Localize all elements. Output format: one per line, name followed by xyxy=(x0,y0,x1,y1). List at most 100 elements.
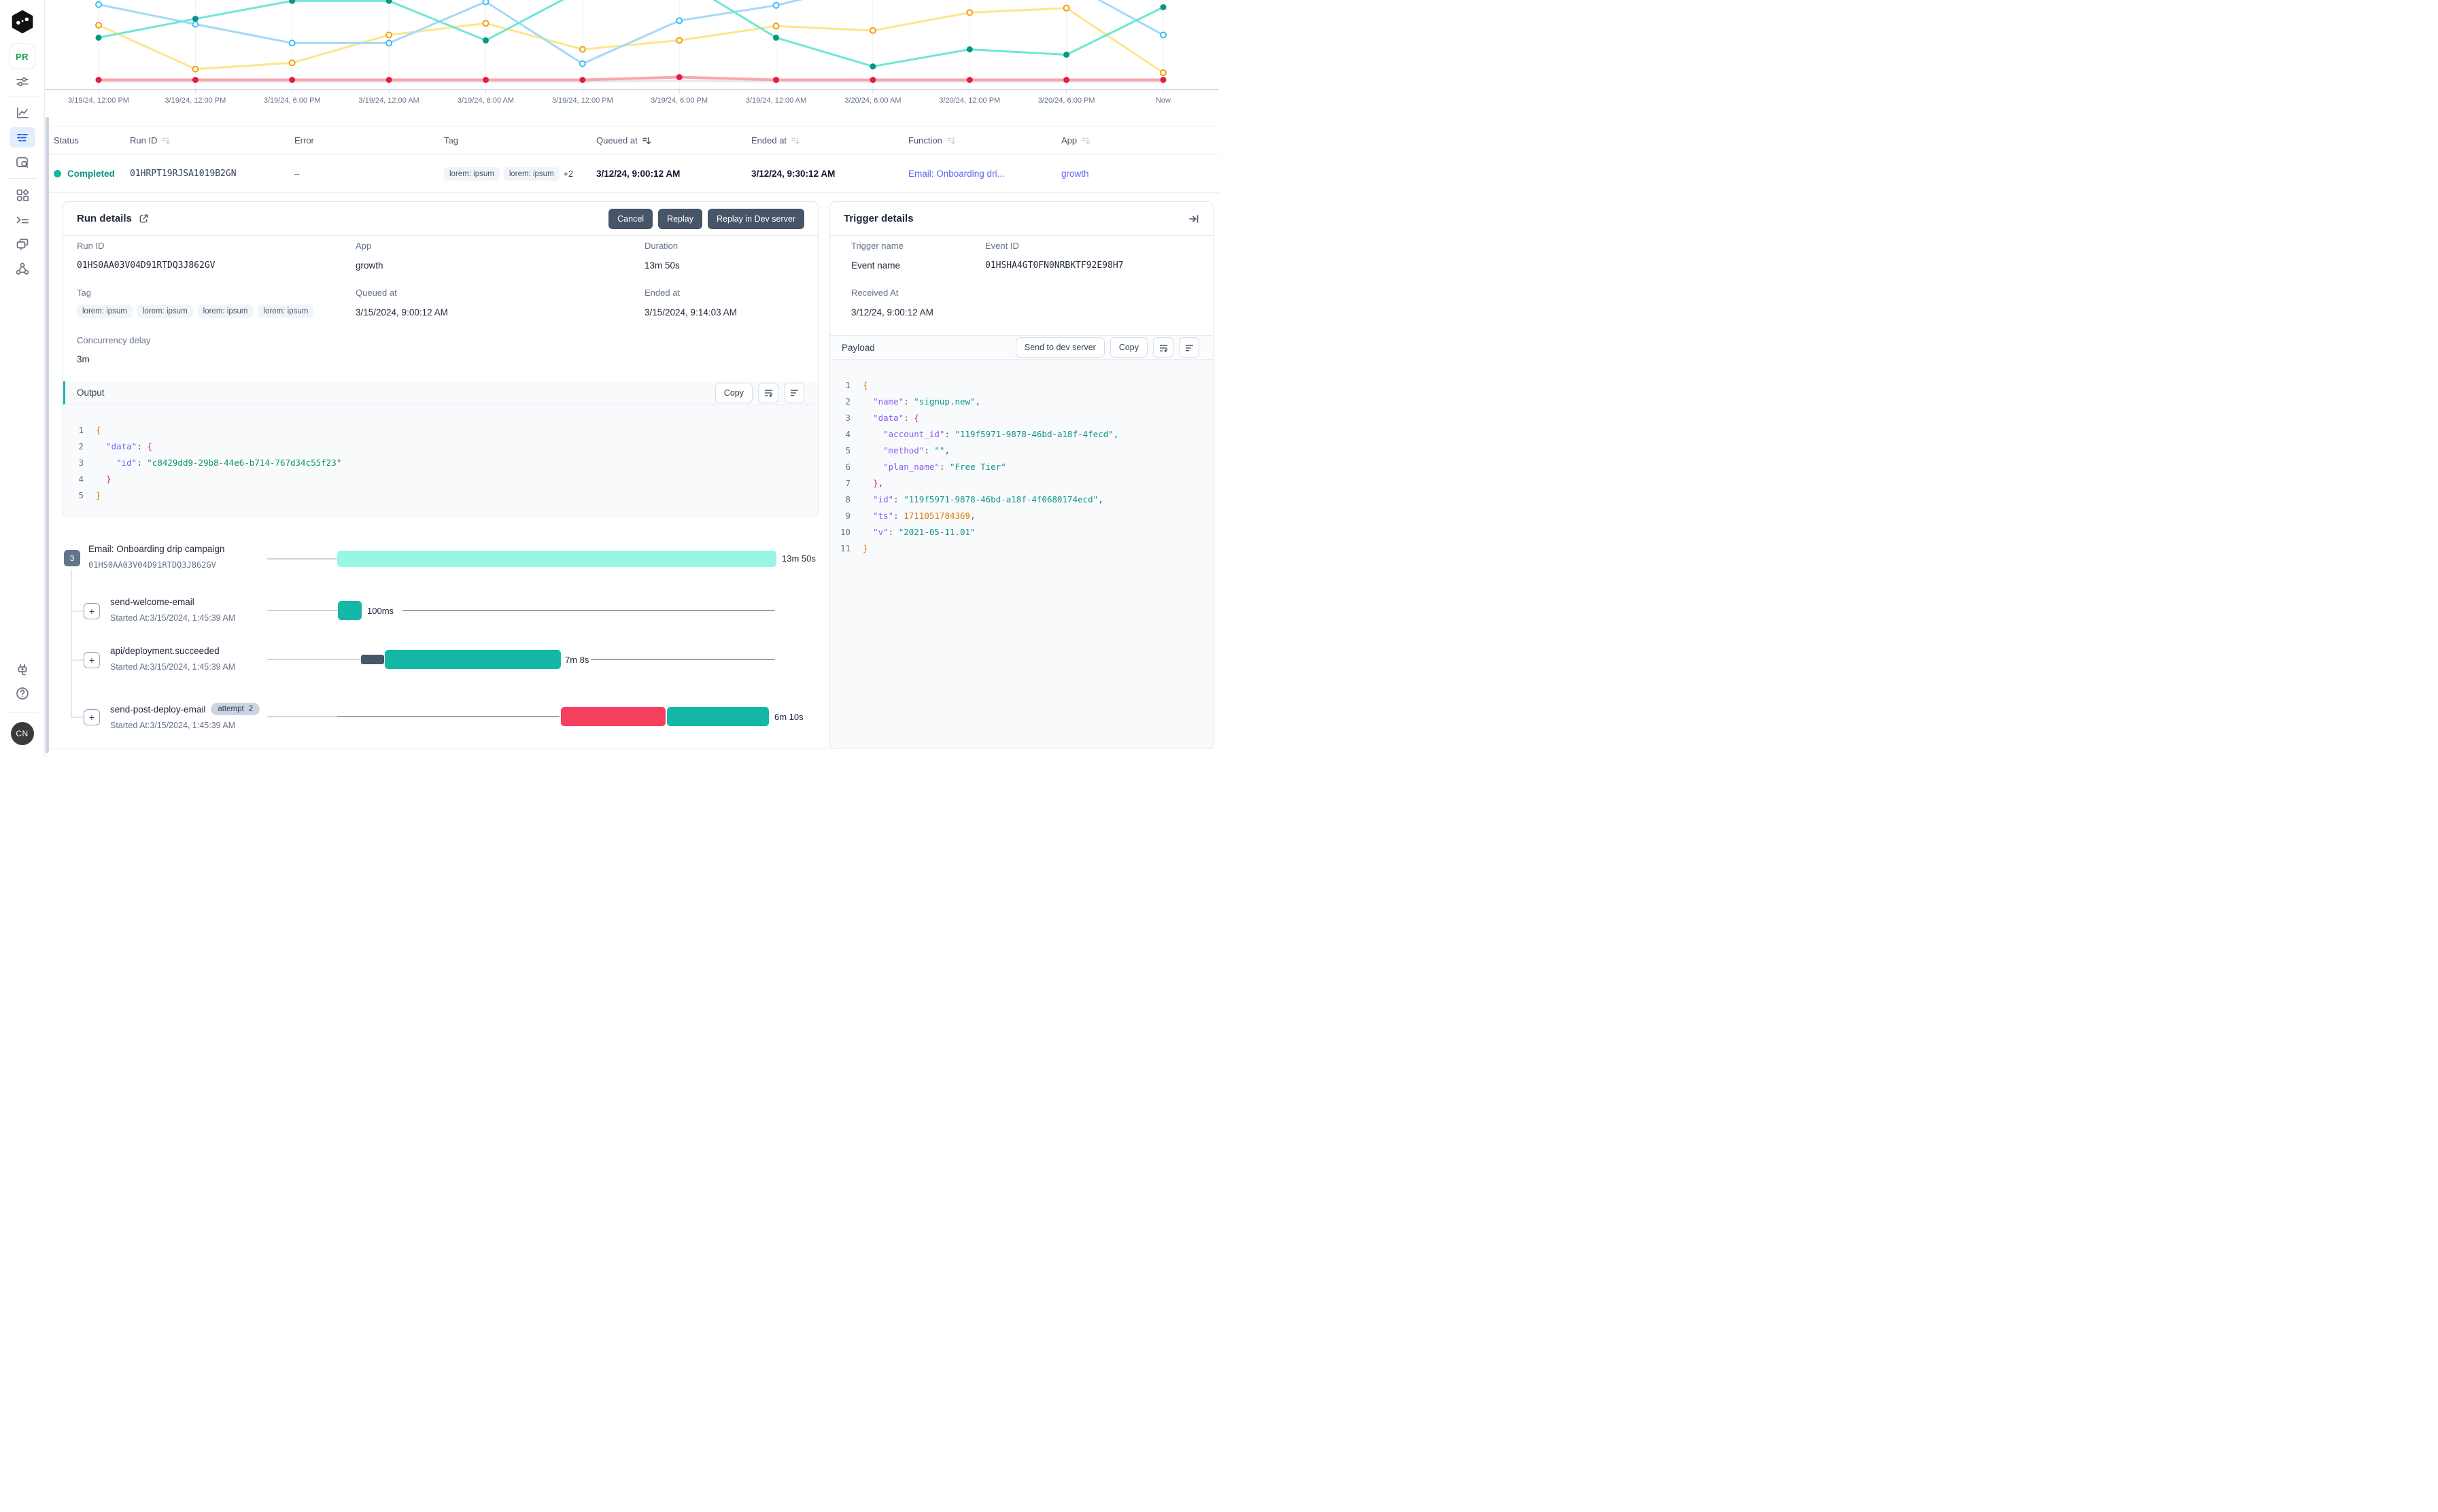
apps-grid-icon[interactable] xyxy=(15,188,30,203)
timeline-connector xyxy=(71,570,72,718)
run-details-header: Run details Cancel Replay Replay in Dev … xyxy=(63,202,818,236)
col-status[interactable]: Status xyxy=(54,135,79,145)
timeline-item-name[interactable]: Email: Onboarding drip campaign xyxy=(88,544,225,554)
payload-copy-button[interactable]: Copy xyxy=(1110,337,1148,358)
duration-label: 100ms xyxy=(367,606,394,616)
tag-pill: lorem: ipsum xyxy=(197,305,254,318)
event-id-value: 01HSHA4GT0FN0NRBKTF92E98H7 xyxy=(985,260,1124,271)
timeline-item-name[interactable]: api/deployment.succeeded xyxy=(110,646,220,656)
timeline-track xyxy=(337,716,560,717)
runs-table: Status Run ID Error Tag Queued at Ended … xyxy=(45,126,1219,193)
trigger-details-header: Trigger details xyxy=(830,202,1213,236)
sort-icon[interactable] xyxy=(1081,136,1091,145)
function-link[interactable]: Email: Onboarding dri... xyxy=(908,168,1005,179)
external-link-icon[interactable] xyxy=(139,213,149,224)
tag-pill: lorem: ipsum xyxy=(444,167,500,181)
output-copy-button[interactable]: Copy xyxy=(715,382,753,403)
replay-dev-server-button[interactable]: Replay in Dev server xyxy=(707,208,804,229)
sort-icon[interactable] xyxy=(791,136,800,145)
content-scrollbar[interactable] xyxy=(46,117,49,753)
app-link[interactable]: growth xyxy=(1061,168,1089,179)
app-value-link[interactable]: growth xyxy=(356,260,383,271)
cancel-button[interactable]: Cancel xyxy=(608,208,653,229)
filters-sliders-icon[interactable] xyxy=(15,74,30,89)
dev-server-plug-icon[interactable] xyxy=(15,662,30,677)
timeline-item-started: Started At:3/15/2024, 1:45:39 AM xyxy=(110,613,236,623)
tag-pill: lorem: ipsum xyxy=(77,305,133,318)
console-prompt-icon[interactable] xyxy=(15,213,30,228)
ended-at-label: Ended at xyxy=(645,288,681,298)
queue-segment xyxy=(361,655,384,664)
x-axis-labels: 3/19/24, 12:00 PM 3/19/24, 12:00 PM 3/19/2… xyxy=(45,0,1219,112)
tag-pills: lorem: ipsum lorem: ipsum lorem: ipsum l… xyxy=(77,305,314,318)
trigger-details-title: Trigger details xyxy=(844,213,914,224)
expand-step-button[interactable]: + xyxy=(84,709,100,725)
deploys-windows-icon[interactable] xyxy=(15,237,30,252)
col-queued-at[interactable]: Queued at xyxy=(596,135,751,145)
x-tick-label: 3/19/24, 12:00 PM xyxy=(551,97,613,105)
send-to-dev-server-button[interactable]: Send to dev server xyxy=(1015,337,1105,358)
timeline-track xyxy=(591,659,775,660)
sort-icon[interactable] xyxy=(946,136,956,145)
wrap-text-icon-button[interactable] xyxy=(1153,337,1173,358)
col-error[interactable]: Error xyxy=(294,135,314,145)
timeline-track xyxy=(267,716,337,717)
duration-value: 13m 50s xyxy=(645,260,680,271)
x-tick-label: 3/19/24, 12:00 PM xyxy=(68,97,129,105)
payload-code: 1{2 "name": "signup.new", 3 "data": {4 "a… xyxy=(830,360,1213,749)
col-app[interactable]: App xyxy=(1061,135,1219,145)
metrics-chart-icon[interactable] xyxy=(15,105,30,120)
inngest-logo-icon[interactable] xyxy=(10,10,35,34)
app-label: App xyxy=(356,241,372,251)
concurrency-delay-value: 3m xyxy=(77,354,90,364)
payload-title: Payload xyxy=(842,342,875,353)
x-tick-label: 3/19/24, 6:00 PM xyxy=(651,97,708,105)
timeline-track xyxy=(267,610,338,611)
col-ended-at[interactable]: Ended at xyxy=(751,135,908,145)
payload-header: Payload Send to dev server Copy xyxy=(830,335,1213,360)
runs-list-icon[interactable] xyxy=(9,127,35,148)
x-tick-label: 3/20/24, 6:00 PM xyxy=(1037,97,1095,105)
x-tick-label: Now xyxy=(1155,97,1171,105)
ended-at-value: 3/15/2024, 9:14:03 AM xyxy=(645,307,737,317)
collapse-panel-icon[interactable] xyxy=(1188,213,1199,224)
sort-icon-active[interactable] xyxy=(642,136,651,145)
output-header: Output Copy xyxy=(63,381,818,405)
duration-bar-step[interactable] xyxy=(385,650,561,669)
replay-button[interactable]: Replay xyxy=(658,208,702,229)
sort-icon[interactable] xyxy=(161,136,171,145)
timeline-item-started: Started At:3/15/2024, 1:45:39 AM xyxy=(110,662,236,672)
timeline-item-run-id: 01HS0AA03V04D91RTDQ3J862GV xyxy=(88,560,216,570)
app-window: PR xyxy=(0,0,1219,756)
timeline-item-name[interactable]: send-welcome-email xyxy=(110,597,194,607)
duration-bar-step[interactable] xyxy=(667,707,769,726)
event-id-label: Event ID xyxy=(985,241,1019,251)
user-avatar[interactable]: CN xyxy=(10,722,34,745)
tag-label: Tag xyxy=(77,288,91,298)
wrap-text-icon-button[interactable] xyxy=(758,382,778,403)
col-tag[interactable]: Tag xyxy=(444,135,458,145)
timeline-item-name[interactable]: send-post-deploy-email attempt 2 xyxy=(110,703,260,715)
expand-step-button[interactable]: + xyxy=(84,652,100,668)
duration-bar-total[interactable] xyxy=(337,551,776,567)
col-run-id[interactable]: Run ID xyxy=(130,135,294,145)
expand-step-button[interactable]: + xyxy=(84,603,100,619)
help-icon[interactable] xyxy=(15,686,30,701)
timeline-connector xyxy=(71,659,84,661)
webhook-icon[interactable] xyxy=(15,261,30,276)
x-tick-label: 3/19/24, 12:00 PM xyxy=(165,97,226,105)
sidebar-divider xyxy=(7,178,37,179)
step-count-badge: 3 xyxy=(64,550,80,566)
search-window-icon[interactable] xyxy=(15,155,30,170)
run-row[interactable]: Completed 01HRPT19RJSA1019B2GN – lorem: … xyxy=(45,155,1219,193)
queued-at-label: Queued at xyxy=(356,288,397,298)
run-id-value: 01HS0AA03V04D91RTDQ3J862GV xyxy=(77,260,216,271)
align-lines-icon-button[interactable] xyxy=(784,382,804,403)
avatar-initials: CN xyxy=(10,722,34,745)
environment-badge[interactable]: PR xyxy=(9,44,35,69)
duration-bar-step[interactable] xyxy=(338,601,362,620)
tag-cell: lorem: ipsum lorem: ipsum +2 xyxy=(444,167,596,181)
col-function[interactable]: Function xyxy=(908,135,1061,145)
align-lines-icon-button[interactable] xyxy=(1179,337,1199,358)
failed-attempt-bar[interactable] xyxy=(561,707,666,726)
